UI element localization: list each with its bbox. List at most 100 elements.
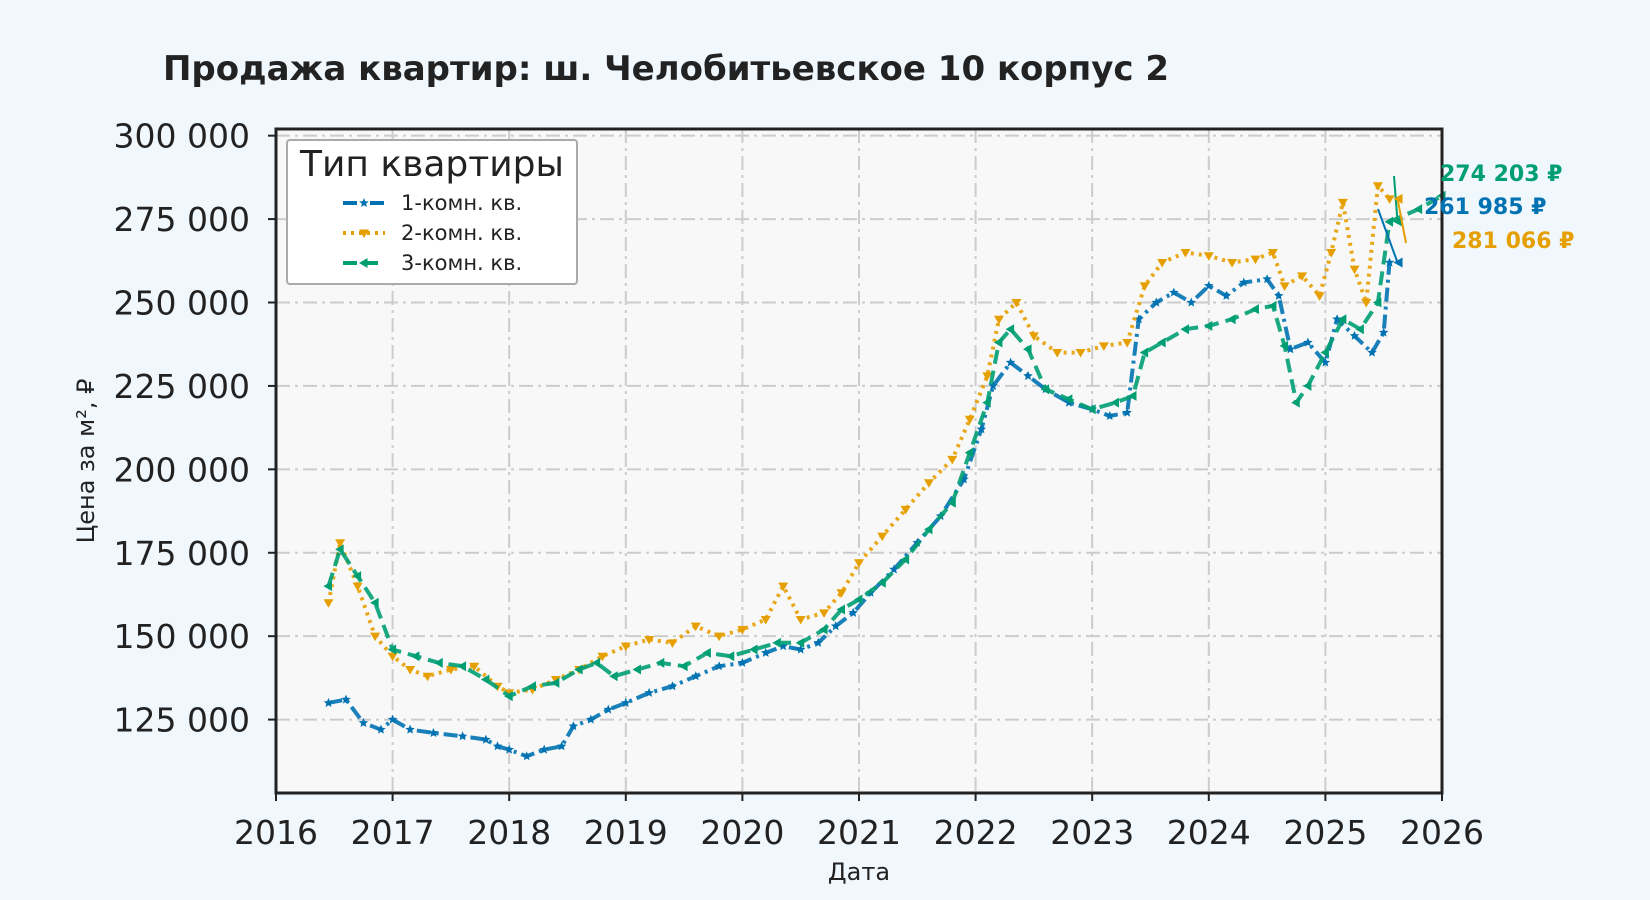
x-tick-label: 2020 [700,813,784,852]
data-point [1367,347,1377,357]
data-point [481,734,491,744]
data-point [889,564,899,574]
data-point [760,615,771,625]
data-point [352,582,363,592]
data-point [1139,282,1150,291]
data-point [690,622,701,632]
y-axis-ticks: 125 000 150 000 175 000 200 000 225 000 250 0… [114,117,276,740]
data-point [504,744,514,754]
data-point [1314,292,1325,301]
data-point [714,632,725,642]
data-point [1239,277,1249,287]
legend-swatch-marker [359,229,369,238]
data-point [1180,324,1189,335]
data-point [976,424,987,434]
legend-title: Тип квартиры [299,144,564,185]
data-point [341,694,351,704]
data-point [854,559,864,568]
data-point [1023,344,1032,355]
data-point [632,664,641,675]
data-point [323,599,334,608]
y-tick-label: 200 000 [114,450,250,489]
data-point [597,652,608,662]
data-point [387,714,398,724]
y-tick-label: 225 000 [114,367,250,406]
data-point [550,677,560,688]
data-point [1075,349,1086,358]
data-point [574,664,583,675]
data-point [1372,182,1383,191]
data-point [836,589,847,598]
data-point [620,642,631,652]
data-point [813,637,823,647]
data-point [1204,280,1214,290]
data-point [1250,304,1259,315]
data-point [1157,258,1168,268]
data-point [358,717,369,727]
x-tick-label: 2022 [934,813,1018,852]
x-tick-label: 2026 [1400,813,1484,852]
data-point [1221,290,1231,300]
data-point [923,479,934,488]
data-point [457,661,467,672]
data-point [1349,330,1360,340]
data-point [323,581,332,592]
data-point [947,497,956,508]
data-point [1349,265,1360,275]
data-point [335,544,344,555]
data-point [1104,411,1115,420]
data-point [993,337,1003,348]
data-point [778,582,789,592]
data-point [795,644,806,654]
data-point [527,681,537,692]
data-point [737,657,748,667]
data-point [1337,198,1348,208]
x-tick-label: 2018 [467,813,551,852]
data-point [1285,344,1296,354]
data-point [568,721,579,731]
data-point [1227,314,1236,325]
data-point [1186,297,1197,307]
data-point [900,554,910,565]
data-point [370,632,381,642]
annotations: 274 203 ₽ 261 985 ₽ 281 066 ₽ [1377,162,1574,268]
data-point [877,577,886,588]
data-point [679,661,688,672]
annotation-arrowhead [1393,193,1403,204]
data-point [370,597,379,608]
data-point [1303,337,1313,347]
data-point [335,539,346,548]
data-point [1028,332,1039,341]
data-point [737,626,748,635]
data-point [1151,297,1162,307]
data-point [1005,357,1016,367]
data-point [993,315,1004,325]
x-tick-label: 2017 [351,813,435,852]
y-tick-label: 300 000 [114,117,250,156]
data-point [1040,384,1050,395]
legend-label: 3-комн. кв. [401,251,522,275]
data-point [556,741,567,751]
annotation-arrowhead [1393,257,1403,268]
data-point [410,651,420,662]
annotation-arrow [1396,198,1407,244]
data-point [1011,299,1022,308]
data-point [609,671,618,682]
data-point [1052,349,1063,358]
data-point [1279,282,1290,291]
data-point [521,751,532,761]
data-point [387,644,397,655]
y-tick-label: 150 000 [114,617,250,656]
x-tick-label: 2016 [234,813,318,852]
y-tick-label: 125 000 [114,701,250,740]
data-point [1262,274,1272,284]
data-point [1372,297,1382,308]
legend: Тип квартиры 1-комн. кв. 2-комн. кв. 3-ком… [286,139,578,285]
data-point [376,724,386,734]
data-point [1413,204,1423,215]
data-point [405,724,415,734]
data-point [1320,347,1329,358]
data-point [947,455,958,465]
data-point [644,636,655,645]
data-point [1128,390,1137,401]
